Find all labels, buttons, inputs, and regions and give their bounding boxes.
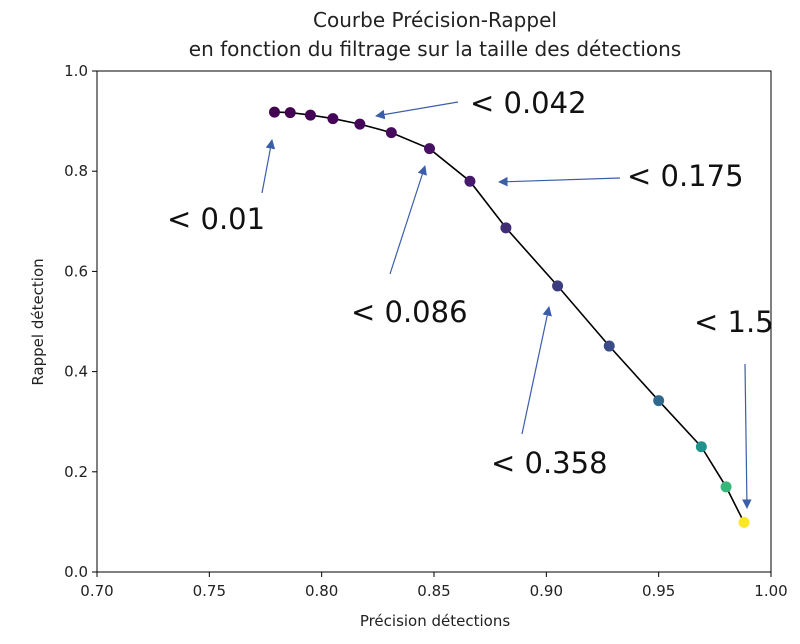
annotation-label: < 0.175	[627, 159, 744, 193]
data-point	[284, 107, 296, 119]
axis-ticks: 0.70 0.75 0.80 0.85 0.90 0.95 1.00 0.0 0.2 0.4 0.6…	[64, 62, 788, 600]
data-point	[738, 516, 750, 528]
annotation-arrow	[389, 165, 427, 275]
data-point	[603, 340, 615, 352]
annotation-arrow	[261, 139, 276, 194]
data-point	[268, 106, 280, 118]
data-point	[385, 127, 397, 139]
y-tick-label: 0.8	[64, 162, 88, 180]
chart-title-line-2: en fonction du filtrage sur la taille de…	[189, 37, 681, 61]
y-tick-label: 0.0	[64, 563, 88, 581]
x-tick-label: 0.90	[530, 582, 563, 600]
data-point	[304, 109, 316, 121]
data-point	[653, 395, 665, 407]
y-axis-label: Rappel détection	[29, 258, 47, 385]
annotation-arrow	[375, 101, 459, 120]
data-point	[464, 175, 476, 187]
threshold-annotations: < 0.01 < 0.042 < 0.086 < 0.175 < 0.358 < 1.5	[167, 86, 774, 509]
y-tick-label: 1.0	[64, 62, 88, 80]
data-point	[354, 118, 366, 130]
x-tick-label: 0.95	[642, 582, 675, 600]
annotation-arrow	[742, 363, 752, 509]
x-tick-label: 0.70	[80, 582, 113, 600]
data-point	[720, 481, 732, 493]
chart-title-line-1: Courbe Précision-Rappel	[313, 8, 557, 32]
curve-series	[268, 106, 750, 528]
y-tick-label: 0.2	[64, 463, 88, 481]
annotation-arrow	[521, 306, 552, 435]
annotation-label: < 0.358	[491, 446, 608, 480]
y-tick-label: 0.6	[64, 262, 88, 280]
data-point	[695, 441, 707, 453]
data-point	[500, 222, 512, 234]
annotation-label: < 0.086	[351, 295, 468, 329]
y-tick-label: 0.4	[64, 363, 88, 381]
data-point	[327, 113, 339, 125]
annotation-label: < 0.042	[470, 86, 587, 120]
x-tick-label: 1.00	[754, 582, 787, 600]
annotation-label: < 0.01	[167, 202, 265, 236]
x-tick-label: 0.85	[417, 582, 450, 600]
x-tick-label: 0.75	[193, 582, 226, 600]
data-point	[552, 280, 564, 292]
annotation-label: < 1.5	[694, 305, 774, 339]
x-tick-label: 0.80	[305, 582, 338, 600]
data-point	[424, 143, 436, 155]
annotation-arrow	[498, 176, 621, 187]
x-axis-label: Précision détections	[360, 612, 511, 630]
